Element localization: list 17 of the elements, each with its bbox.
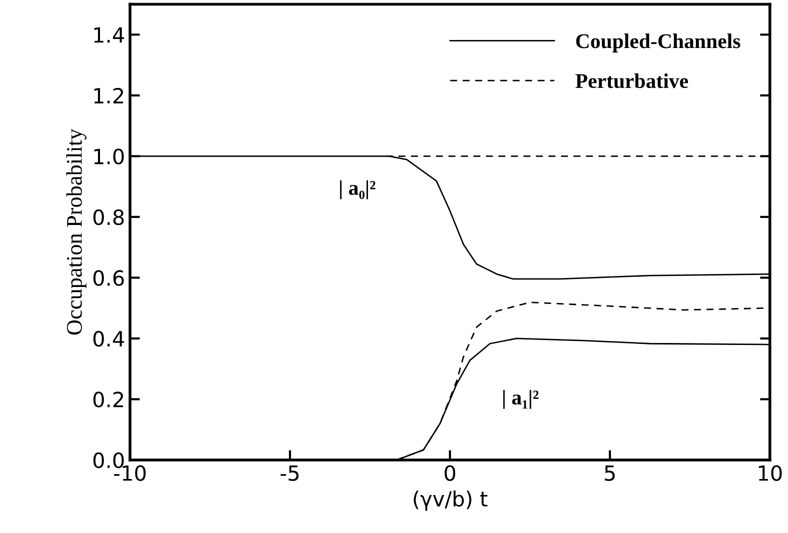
y-tick-label: 0.2: [93, 392, 124, 408]
annotation: | a₁|²: [503, 390, 538, 409]
y-tick-label: 0.4: [93, 330, 124, 347]
y-tick-label: 1.4: [94, 27, 124, 43]
y-tick-label: 1.0: [94, 148, 124, 164]
x-tick-label: -5: [280, 465, 299, 481]
y-axis-title: Occupation Probability: [66, 128, 86, 335]
y-tick-label: 1.2: [94, 88, 124, 104]
y-tick-label: 0.6: [93, 270, 124, 286]
x-tick-label: 5: [604, 465, 615, 481]
x-tick-label: 0: [444, 465, 456, 481]
y-tick-label: 0.8: [93, 209, 124, 226]
legend-label: Coupled-Channels: [576, 34, 740, 52]
x-axis-title: (γv/b) t: [414, 490, 488, 511]
annotation: | a₀|²: [340, 180, 376, 200]
x-tick-label: 10: [758, 465, 782, 481]
legend-label: Perturbative: [576, 73, 688, 88]
